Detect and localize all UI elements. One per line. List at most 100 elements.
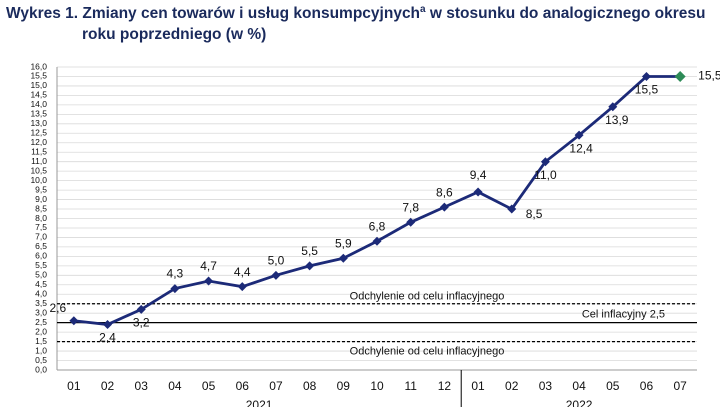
point-marker: [136, 304, 146, 314]
point-marker: [338, 253, 348, 263]
x-tick-label: 10: [370, 379, 384, 393]
y-tick-label: 13,5: [30, 109, 47, 119]
y-tick-label: 8,0: [35, 213, 47, 223]
data-label: 12,4: [569, 141, 593, 155]
y-tick-label: 14,0: [30, 99, 47, 109]
x-tick-label: 02: [101, 379, 115, 393]
y-tick-label: 15,0: [30, 80, 47, 90]
title-superscript: a: [420, 4, 426, 15]
y-tick-label: 3,5: [35, 298, 47, 308]
x-tick-label: 05: [606, 379, 620, 393]
y-tick-label: 14,5: [30, 90, 47, 100]
series-line: [73, 75, 681, 326]
data-label: 9,4: [470, 168, 487, 182]
x-tick-label: 03: [539, 379, 553, 393]
data-label: 15,5: [635, 83, 659, 97]
point-marker: [69, 316, 79, 326]
data-label: 8,5: [526, 207, 543, 221]
y-tick-label: 10,0: [30, 175, 47, 185]
x-tick-label: 03: [135, 379, 149, 393]
y-tick-label: 1,5: [35, 336, 47, 346]
y-tick-label: 2,5: [35, 317, 47, 327]
y-tick-label: 12,0: [30, 137, 47, 147]
data-label: 13,9: [605, 113, 629, 127]
y-tick-label: 4,5: [35, 279, 47, 289]
x-tick-label: 05: [202, 379, 216, 393]
x-tick-label: 01: [67, 379, 81, 393]
y-tick-label: 7,0: [35, 232, 47, 242]
y-tick-label: 0,0: [35, 364, 47, 374]
data-label: 7,8: [402, 200, 419, 214]
point-marker: [237, 282, 247, 292]
point-marker: [271, 270, 281, 280]
x-tick-label: 06: [236, 379, 250, 393]
data-label: 4,3: [167, 267, 184, 281]
data-label: 5,5: [301, 244, 318, 258]
data-label: 4,4: [234, 265, 251, 279]
chart-title: Wykres 1. Zmiany cen towarów i usług kon…: [6, 4, 706, 22]
x-tick-label: 02: [505, 379, 519, 393]
point-marker: [204, 276, 214, 286]
x-tick-label: 07: [673, 379, 687, 393]
y-tick-label: 11,0: [31, 156, 47, 166]
y-tick-label: 6,5: [35, 241, 47, 251]
title-rest: w stosunku do analogicznego okresu: [426, 5, 706, 22]
point-marker: [473, 187, 483, 197]
data-label: 2,4: [99, 331, 116, 345]
y-tick-label: 4,0: [35, 289, 47, 299]
y-tick-label: 5,5: [35, 260, 47, 270]
x-tick-label: 09: [337, 379, 351, 393]
x-tick-label: 04: [572, 379, 586, 393]
data-label: 11,0: [534, 168, 557, 182]
point-marker: [540, 157, 550, 167]
data-label: 6,8: [369, 219, 386, 233]
y-tick-label: 2,0: [35, 326, 47, 336]
y-tick-label: 3,0: [35, 307, 47, 317]
y-tick-label: 7,5: [35, 222, 47, 232]
x-tick-label: 04: [168, 379, 182, 393]
reference-label: Odchylenie od celu inflacyjnego: [350, 291, 505, 303]
y-tick-label: 8,5: [35, 203, 47, 213]
chart-title-line2: roku poprzedniego (w %): [82, 26, 266, 43]
data-label: 2,6: [49, 301, 66, 315]
point-marker: [608, 102, 618, 112]
data-label: 15,5: [698, 69, 720, 83]
point-marker: [641, 71, 651, 81]
y-tick-label: 13,0: [30, 118, 47, 128]
x-tick-label: 07: [269, 379, 283, 393]
data-label: 8,6: [436, 185, 453, 199]
x-tick-label: 06: [640, 379, 654, 393]
year-label: 2022: [566, 398, 593, 407]
point-marker: [372, 236, 382, 246]
y-tick-label: 10,5: [30, 165, 47, 175]
y-tick-label: 9,0: [35, 194, 47, 204]
point-marker: [406, 217, 416, 227]
year-label: 2021: [246, 398, 273, 407]
y-tick-label: 9,5: [35, 184, 47, 194]
point-marker: [574, 130, 584, 140]
point-marker: [674, 70, 686, 82]
point-marker: [439, 202, 449, 212]
y-tick-label: 0,5: [35, 355, 47, 365]
point-marker: [103, 320, 113, 330]
x-tick-label: 12: [438, 379, 452, 393]
reference-label: Cel inflacyjny 2,5: [582, 309, 665, 321]
data-label: 5,0: [268, 253, 285, 267]
data-label: 3,2: [133, 316, 150, 330]
reference-label: Odchylenie od celu inflacyjnego: [350, 346, 505, 358]
y-tick-label: 6,0: [35, 251, 47, 261]
y-tick-label: 1,0: [35, 345, 47, 355]
y-tick-label: 16,0: [30, 61, 47, 71]
y-tick-label: 5,0: [35, 270, 47, 280]
y-tick-label: 11,5: [31, 146, 47, 156]
x-tick-label: 11: [404, 379, 417, 393]
point-marker: [305, 261, 315, 271]
y-tick-label: 15,5: [30, 71, 47, 81]
title-main: Wykres 1. Zmiany cen towarów i usług kon…: [6, 5, 420, 22]
data-label: 4,7: [200, 259, 217, 273]
x-tick-label: 08: [303, 379, 317, 393]
y-tick-label: 12,5: [30, 128, 47, 138]
point-marker: [507, 204, 517, 214]
